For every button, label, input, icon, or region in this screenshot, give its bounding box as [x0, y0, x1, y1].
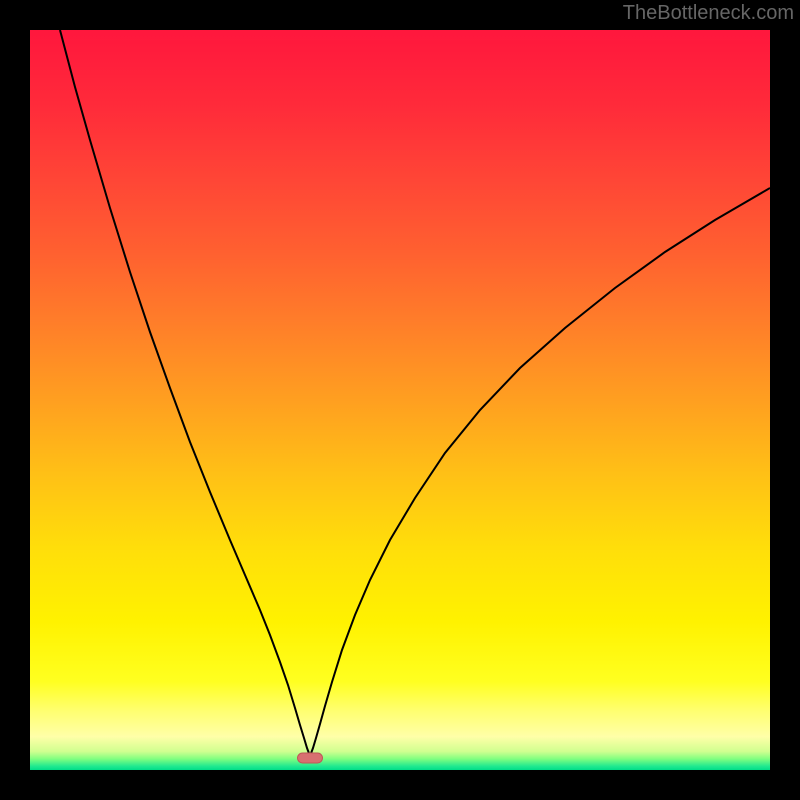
minimum-marker [298, 753, 323, 763]
bottleneck-chart [30, 30, 770, 770]
watermark-text: TheBottleneck.com [623, 2, 794, 25]
chart-svg [30, 30, 770, 770]
gradient-background [30, 30, 770, 770]
